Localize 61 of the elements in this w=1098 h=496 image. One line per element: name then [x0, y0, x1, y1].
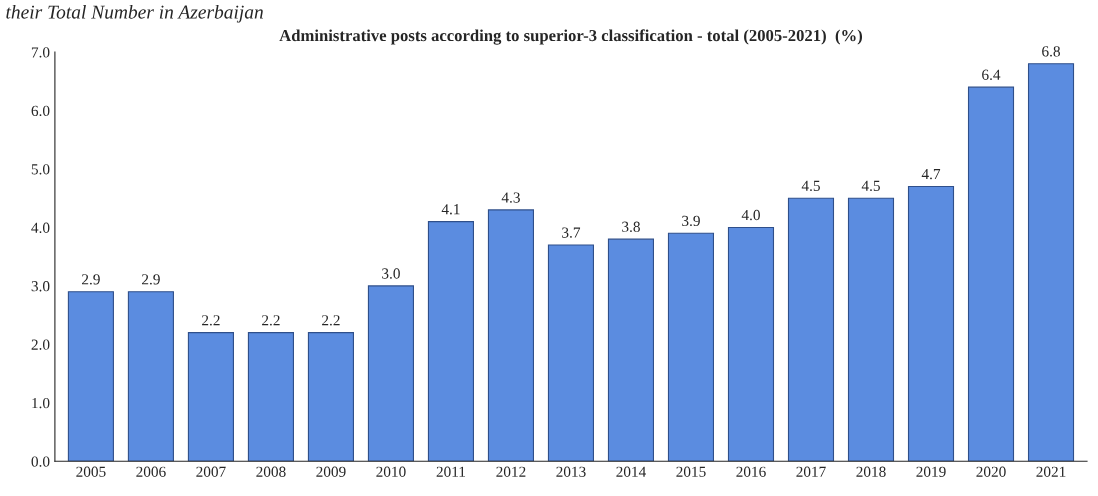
x-tick-label: 2005: [76, 466, 106, 477]
bar: [727, 226, 775, 462]
bar: [487, 209, 535, 462]
x-tick-label: 2018: [856, 466, 886, 477]
x-tick-label: 2021: [1036, 466, 1066, 477]
y-tick-label: 0.0: [31, 456, 50, 467]
data-label: 2.2: [322, 315, 340, 326]
y-tick-label: 5.0: [31, 164, 50, 175]
data-label: 4.3: [501, 192, 520, 203]
x-tick-label: 2014: [616, 466, 647, 477]
y-tick-label: 6.0: [31, 105, 50, 117]
x-tick-label: 2011: [436, 466, 466, 477]
data-label: 4.5: [861, 180, 880, 192]
bar: [367, 285, 414, 462]
x-tick-label: 2006: [136, 466, 166, 477]
x-tick-label: 2016: [736, 466, 766, 477]
text: their Total Number in Azerbaijan: [6, 4, 263, 23]
x-tick-label: 2013: [556, 466, 586, 477]
x-tick-label: 2015: [676, 466, 706, 477]
data-label: 4.7: [921, 169, 941, 180]
x-tick-label: 2017: [796, 466, 826, 477]
data-label: 2.9: [82, 274, 100, 285]
data-label: 2.2: [262, 315, 280, 326]
bar: [667, 232, 715, 462]
x-tick-label: 2007: [196, 466, 226, 477]
data-label: 6.8: [1042, 46, 1060, 57]
y-tick-label: 7.0: [31, 47, 50, 58]
bar: [847, 197, 895, 462]
data-label: 3.9: [682, 215, 700, 227]
bar: [907, 185, 955, 462]
x-tick-label: 2019: [916, 466, 946, 477]
data-label: 4.5: [801, 180, 820, 192]
bar: [127, 291, 174, 462]
y-tick-label: 4.0: [31, 222, 50, 233]
x-tick-label: 2012: [496, 466, 526, 477]
data-label: 4.0: [741, 209, 760, 221]
bar: [187, 332, 234, 462]
data-label: 3.7: [562, 227, 581, 238]
bar: [1027, 63, 1075, 462]
bar: [787, 197, 835, 462]
data-label: 4.1: [441, 204, 460, 215]
data-label: 3.0: [382, 268, 400, 279]
bar: [547, 244, 595, 462]
bar: [607, 238, 655, 462]
x-tick-label: 2010: [376, 466, 406, 477]
y-tick-label: 1.0: [32, 397, 50, 409]
x-tick-label: 2008: [256, 466, 286, 477]
y-tick-label: 3.0: [31, 281, 50, 292]
x-tick-label: 2020: [976, 466, 1006, 477]
chart-title: Administrative posts according to superior-3 classification - total (2005-2021) (%): [279, 29, 863, 45]
data-label: 6.4: [982, 69, 1001, 80]
bar: [307, 332, 354, 462]
bar: [67, 291, 114, 462]
bar: [967, 86, 1015, 462]
x-tick-label: 2009: [316, 466, 346, 477]
y-tick-label: 2.0: [31, 339, 50, 350]
bar: [247, 332, 294, 462]
bar: [427, 221, 475, 462]
data-label: 2.2: [202, 315, 220, 326]
data-label: 3.8: [622, 221, 640, 232]
data-label: 2.9: [142, 274, 160, 285]
